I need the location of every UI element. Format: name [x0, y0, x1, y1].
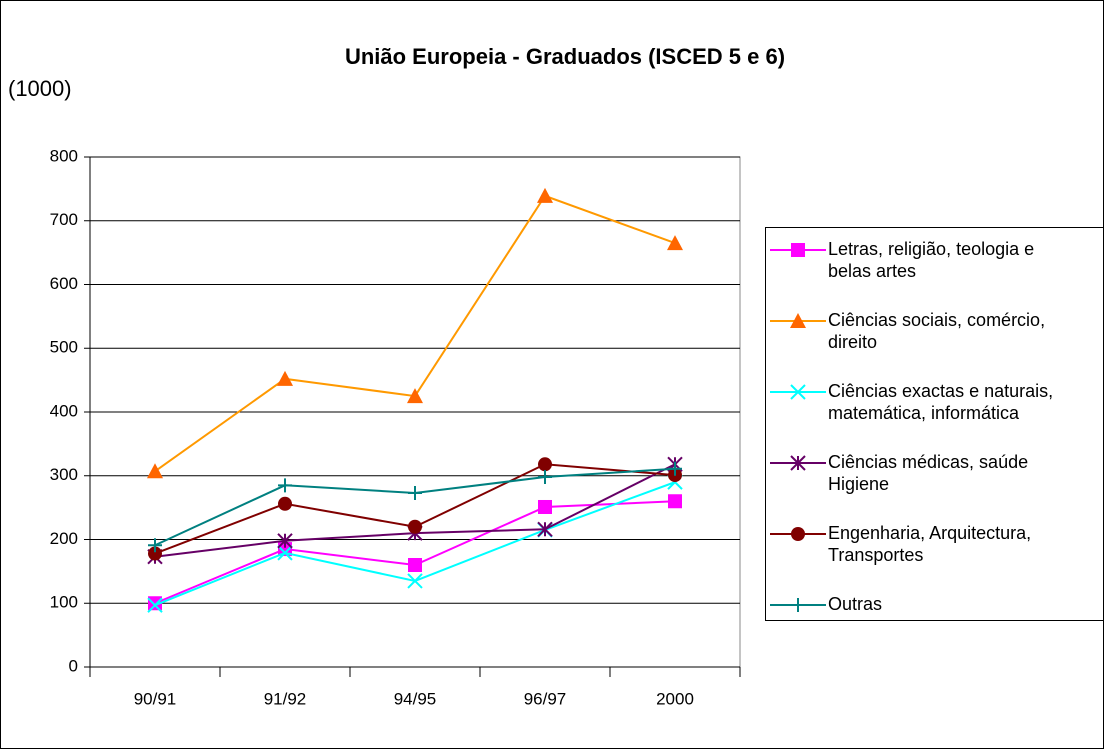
marker [278, 478, 292, 493]
y-tick-label: 700 [50, 210, 78, 229]
marker [148, 596, 162, 611]
marker [790, 384, 806, 400]
legend-swatch [770, 598, 826, 612]
marker [791, 598, 805, 612]
marker [790, 313, 806, 328]
marker [147, 597, 163, 613]
marker [667, 235, 683, 251]
legend-swatch [770, 313, 826, 328]
marker [277, 370, 293, 386]
y-tick-label: 200 [50, 529, 78, 548]
legend-swatch [770, 527, 826, 541]
marker [538, 470, 552, 485]
marker [538, 457, 552, 472]
x-tick-label: 96/97 [524, 689, 567, 708]
legend-entry: Ciências exactas e naturais, matemática,… [766, 380, 1104, 424]
marker [408, 519, 422, 534]
legend-label: Engenharia, Arquitectura, Transportes [828, 523, 1032, 565]
legend-entry: Outras [766, 593, 1104, 616]
marker [791, 527, 805, 541]
marker [537, 187, 553, 203]
y-tick-label: 600 [50, 274, 78, 293]
y-tick-label: 300 [50, 465, 78, 484]
marker [147, 463, 163, 479]
legend-entry: Letras, religião, teologia e belas artes [766, 238, 1104, 282]
series-line [154, 481, 676, 607]
legend-label: Outras [828, 594, 883, 614]
marker [538, 499, 552, 514]
marker [537, 521, 553, 538]
legend-swatch [770, 384, 826, 400]
legend: Letras, religião, teologia e belas artes… [765, 227, 1104, 621]
marker [277, 533, 293, 549]
marker [407, 573, 423, 589]
marker [790, 455, 806, 471]
x-tick-label: 91/92 [264, 689, 307, 708]
series-line [154, 194, 676, 473]
marker [407, 388, 423, 404]
legend-label: Letras, religião, teologia e belas artes [828, 239, 1035, 281]
y-tick-label: 500 [50, 338, 78, 357]
y-tick-label: 0 [69, 656, 78, 675]
y-tick-label: 400 [50, 401, 78, 420]
marker [791, 243, 805, 257]
x-tick-label: 90/91 [134, 689, 177, 708]
y-axis-label: (1000) [8, 76, 72, 101]
marker [277, 545, 293, 561]
legend-label: Ciências médicas, saúde Higiene [828, 452, 1029, 494]
marker [148, 546, 162, 561]
marker [668, 461, 682, 476]
legend-entry: Ciências sociais, comércio, direito [766, 309, 1104, 353]
marker [408, 485, 422, 500]
marker [408, 558, 422, 572]
legend-swatch [770, 455, 826, 471]
x-tick-label: 2000 [656, 689, 694, 708]
marker [148, 538, 162, 553]
legend-entry: Ciências médicas, saúde Higiene [766, 451, 1104, 495]
legend-swatch [770, 243, 826, 257]
marker [278, 496, 292, 511]
chart-title: União Europeia - Graduados (ISCED 5 e 6) [345, 44, 785, 69]
series-line [154, 500, 676, 605]
legend-label: Ciências sociais, comércio, direito [828, 310, 1046, 352]
legend-label: Ciências exactas e naturais, matemática,… [828, 381, 1054, 423]
y-tick-label: 800 [50, 146, 78, 165]
legend-entry: Engenharia, Arquitectura, Transportes [766, 522, 1104, 566]
x-tick-label: 94/95 [394, 689, 437, 708]
y-tick-label: 100 [50, 593, 78, 612]
marker [668, 494, 682, 509]
